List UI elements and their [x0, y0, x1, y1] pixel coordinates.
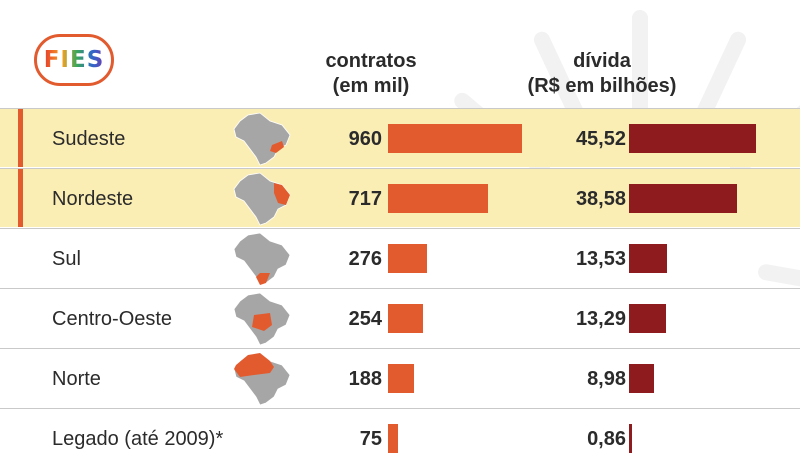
divida-bar [629, 304, 666, 333]
contratos-value-label: 717 [348, 188, 382, 210]
divida-value-label: 13,29 [575, 308, 626, 330]
divida-bar [629, 124, 756, 153]
region-label: Nordeste [52, 188, 134, 210]
divida-header: dívida (R$ em bilhões) [512, 49, 692, 99]
divida-value-label: 13,53 [575, 248, 626, 270]
highlight-accent [18, 169, 23, 227]
north-region-map-icon [233, 352, 291, 406]
divida-bar [629, 244, 667, 273]
divida-value-label: 0,86 [587, 428, 626, 450]
contratos-bar [388, 424, 398, 453]
region-label: Legado (até 2009)* [52, 428, 224, 450]
contratos-value-label: 254 [348, 308, 382, 330]
logo-text: FIES [43, 47, 105, 73]
region-label: Sul [52, 248, 81, 270]
contratos-value-label: 960 [348, 128, 382, 150]
region-label: Centro-Oeste [52, 308, 173, 330]
highlight-accent [18, 109, 23, 167]
divida-value-label: 45,52 [575, 128, 626, 150]
contratos-bar [388, 124, 522, 153]
contratos-bar [388, 364, 414, 393]
south-region-map-icon [233, 232, 291, 286]
chart-row: Sudeste 960 45,52 [0, 108, 800, 167]
divida-bar [629, 184, 737, 213]
fies-logo: FIES [34, 34, 114, 86]
region-label: Norte [52, 368, 101, 390]
contratos-bar [388, 184, 488, 213]
contratos-bar [388, 304, 423, 333]
divida-header-line1: dívida [573, 50, 631, 72]
contratos-header-line1: contratos [325, 50, 417, 72]
divida-header-line2: (R$ em bilhões) [527, 75, 677, 97]
contratos-value-label: 188 [348, 368, 382, 390]
chart-row: Sul 276 13,53 [0, 228, 800, 287]
divida-value-label: 8,98 [587, 368, 626, 390]
contratos-value-label: 75 [359, 428, 382, 450]
contratos-bar [388, 244, 427, 273]
chart-row: Nordeste 717 38,58 [0, 168, 800, 227]
region-label: Sudeste [52, 128, 126, 150]
divida-bar [629, 424, 632, 453]
chart-row: Centro-Oeste 254 13,29 [0, 288, 800, 347]
divida-value-label: 38,58 [575, 188, 626, 210]
chart-row: Norte 188 8,98 [0, 348, 800, 407]
contratos-header: contratos (em mil) [318, 49, 424, 99]
contratos-header-line2: (em mil) [332, 75, 410, 97]
southeast-region-map-icon [233, 112, 291, 166]
divida-bar [629, 364, 654, 393]
contratos-value-label: 276 [348, 248, 382, 270]
northeast-region-map-icon [233, 172, 291, 226]
chart-row: Legado (até 2009)* 75 0,86 [0, 408, 800, 467]
center-west-region-map-icon [233, 292, 291, 346]
